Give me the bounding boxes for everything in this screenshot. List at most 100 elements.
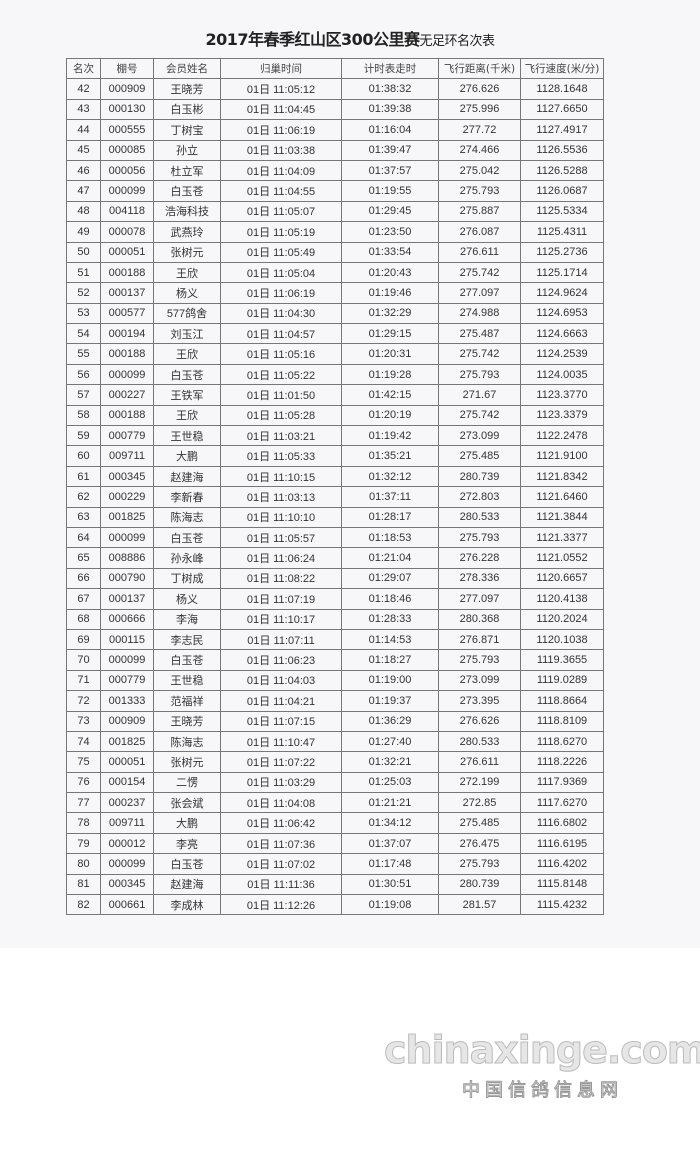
cell-speed: 1118.8109 <box>520 710 604 732</box>
cell-rank: 55 <box>66 343 101 365</box>
cell-loft-id: 000661 <box>100 894 154 916</box>
cell-rank: 48 <box>66 200 101 223</box>
cell-clock-time: 01:19:00 <box>341 669 439 692</box>
cell-distance: 275.793 <box>438 853 521 875</box>
cell-rank: 68 <box>66 608 101 630</box>
cell-speed: 1125.4311 <box>520 221 604 243</box>
cell-clock-time: 01:19:28 <box>341 363 439 386</box>
cell-return-time: 01日 11:10:10 <box>220 506 342 528</box>
cell-return-time: 01日 11:07:15 <box>220 710 342 732</box>
cell-clock-time: 01:42:15 <box>341 384 439 406</box>
cell-speed: 1122.2478 <box>520 425 604 447</box>
header-clock-time: 计时表走时 <box>341 57 439 80</box>
table-row: 49 000078 武燕玲 01日 11:05:19 01:23:50 276.087 11… <box>66 221 604 243</box>
cell-return-time: 01日 11:08:22 <box>220 567 342 590</box>
cell-loft-id: 000345 <box>100 465 154 488</box>
header-loft-id: 棚号 <box>100 57 154 80</box>
cell-speed: 1125.5334 <box>520 200 604 223</box>
cell-member-name: 杨义 <box>153 282 221 304</box>
cell-rank: 52 <box>66 282 101 304</box>
header-member-name: 会员姓名 <box>153 57 221 80</box>
cell-distance: 280.739 <box>438 465 521 488</box>
table-row: 51 000188 王欣 01日 11:05:04 01:20:43 275.742 112… <box>66 261 604 284</box>
cell-member-name: 张会斌 <box>153 792 221 814</box>
cell-member-name: 白玉苍 <box>153 853 221 875</box>
cell-distance: 280.739 <box>438 873 521 896</box>
cell-clock-time: 01:25:03 <box>341 771 439 794</box>
cell-return-time: 01日 11:05:12 <box>220 78 342 100</box>
cell-rank: 44 <box>66 119 101 141</box>
cell-rank: 50 <box>66 241 101 263</box>
cell-loft-id: 000078 <box>100 221 154 243</box>
cell-distance: 280.533 <box>438 506 521 528</box>
cell-speed: 1121.0552 <box>520 547 604 569</box>
cell-member-name: 白玉彬 <box>153 98 221 121</box>
cell-rank: 42 <box>66 78 101 100</box>
cell-speed: 1121.8342 <box>520 465 604 488</box>
cell-clock-time: 01:35:21 <box>341 445 439 467</box>
cell-member-name: 陈海志 <box>153 506 221 528</box>
cell-speed: 1123.3770 <box>520 384 604 406</box>
cell-loft-id: 000577 <box>100 302 154 325</box>
cell-clock-time: 01:32:21 <box>341 751 439 773</box>
cell-loft-id: 000909 <box>100 78 154 100</box>
table-row: 45 000085 孙立 01日 11:03:38 01:39:47 274.466 112… <box>66 139 604 161</box>
cell-speed: 1117.6270 <box>520 792 604 814</box>
cell-distance: 276.871 <box>438 628 521 651</box>
cell-return-time: 01日 11:05:33 <box>220 445 342 467</box>
cell-clock-time: 01:18:53 <box>341 526 439 549</box>
cell-loft-id: 000779 <box>100 425 154 447</box>
cell-return-time: 01日 11:04:08 <box>220 792 342 814</box>
cell-member-name: 李新春 <box>153 486 221 508</box>
cell-rank: 81 <box>66 873 101 896</box>
cell-clock-time: 01:29:15 <box>341 323 439 345</box>
cell-rank: 77 <box>66 792 101 814</box>
cell-speed: 1120.1038 <box>520 628 604 651</box>
cell-loft-id: 000154 <box>100 771 154 794</box>
cell-clock-time: 01:39:47 <box>341 139 439 161</box>
cell-rank: 67 <box>66 588 101 610</box>
cell-member-name: 李亮 <box>153 832 221 855</box>
cell-member-name: 刘玉江 <box>153 323 221 345</box>
table-row: 52 000137 杨义 01日 11:06:19 01:19:46 277.097 112… <box>66 282 604 304</box>
cell-distance: 275.042 <box>438 159 521 182</box>
cell-rank: 43 <box>66 98 101 121</box>
cell-return-time: 01日 11:03:21 <box>220 425 342 447</box>
watermark-logo: chinaxinge.com <box>384 1028 700 1073</box>
cell-return-time: 01日 11:04:09 <box>220 159 342 182</box>
cell-speed: 1128.1648 <box>520 78 604 100</box>
cell-loft-id: 000099 <box>100 526 154 549</box>
cell-speed: 1121.6460 <box>520 486 604 508</box>
cell-speed: 1115.4232 <box>520 894 604 916</box>
watermark-site-name: 中国信鸽信息网 <box>462 1080 623 1102</box>
cell-member-name: 王晓芳 <box>153 710 221 732</box>
cell-return-time: 01日 11:07:11 <box>220 628 342 651</box>
cell-member-name: 577鸽舍 <box>153 302 221 325</box>
cell-speed: 1124.6953 <box>520 302 604 325</box>
cell-member-name: 大鹏 <box>153 445 221 467</box>
cell-speed: 1117.9369 <box>520 771 604 794</box>
table-row: 53 000577 577鸽舍 01日 11:04:30 01:32:29 274.988… <box>66 302 604 325</box>
cell-speed: 1125.2736 <box>520 241 604 263</box>
cell-member-name: 孙永峰 <box>153 547 221 569</box>
cell-clock-time: 01:36:29 <box>341 710 439 732</box>
cell-return-time: 01日 11:07:19 <box>220 588 342 610</box>
cell-member-name: 张树元 <box>153 241 221 263</box>
cell-clock-time: 01:19:37 <box>341 690 439 712</box>
cell-return-time: 01日 11:01:50 <box>220 384 342 406</box>
cell-rank: 59 <box>66 425 101 447</box>
table-row: 65 008886 孙永峰 01日 11:06:24 01:21:04 276.228 11… <box>66 547 604 569</box>
table-row: 70 000099 白玉苍 01日 11:06:23 01:18:27 275.793 11… <box>66 649 604 671</box>
cell-return-time: 01日 11:05:16 <box>220 343 342 365</box>
cell-rank: 64 <box>66 526 101 549</box>
ranking-table: 名次 棚号 会员姓名 归巢时间 计时表走时 飞行距离(千米) 飞行速度(米/分) 42 000… <box>66 57 604 916</box>
cell-speed: 1124.9624 <box>520 282 604 304</box>
cell-rank: 51 <box>66 261 101 284</box>
cell-clock-time: 01:39:38 <box>341 98 439 121</box>
cell-clock-time: 01:19:42 <box>341 425 439 447</box>
cell-speed: 1126.5536 <box>520 139 604 161</box>
cell-return-time: 01日 11:04:57 <box>220 323 342 345</box>
cell-loft-id: 009711 <box>100 812 154 834</box>
header-row: 名次 棚号 会员姓名 归巢时间 计时表走时 飞行距离(千米) 飞行速度(米/分) <box>66 57 604 80</box>
cell-loft-id: 000099 <box>100 180 154 202</box>
